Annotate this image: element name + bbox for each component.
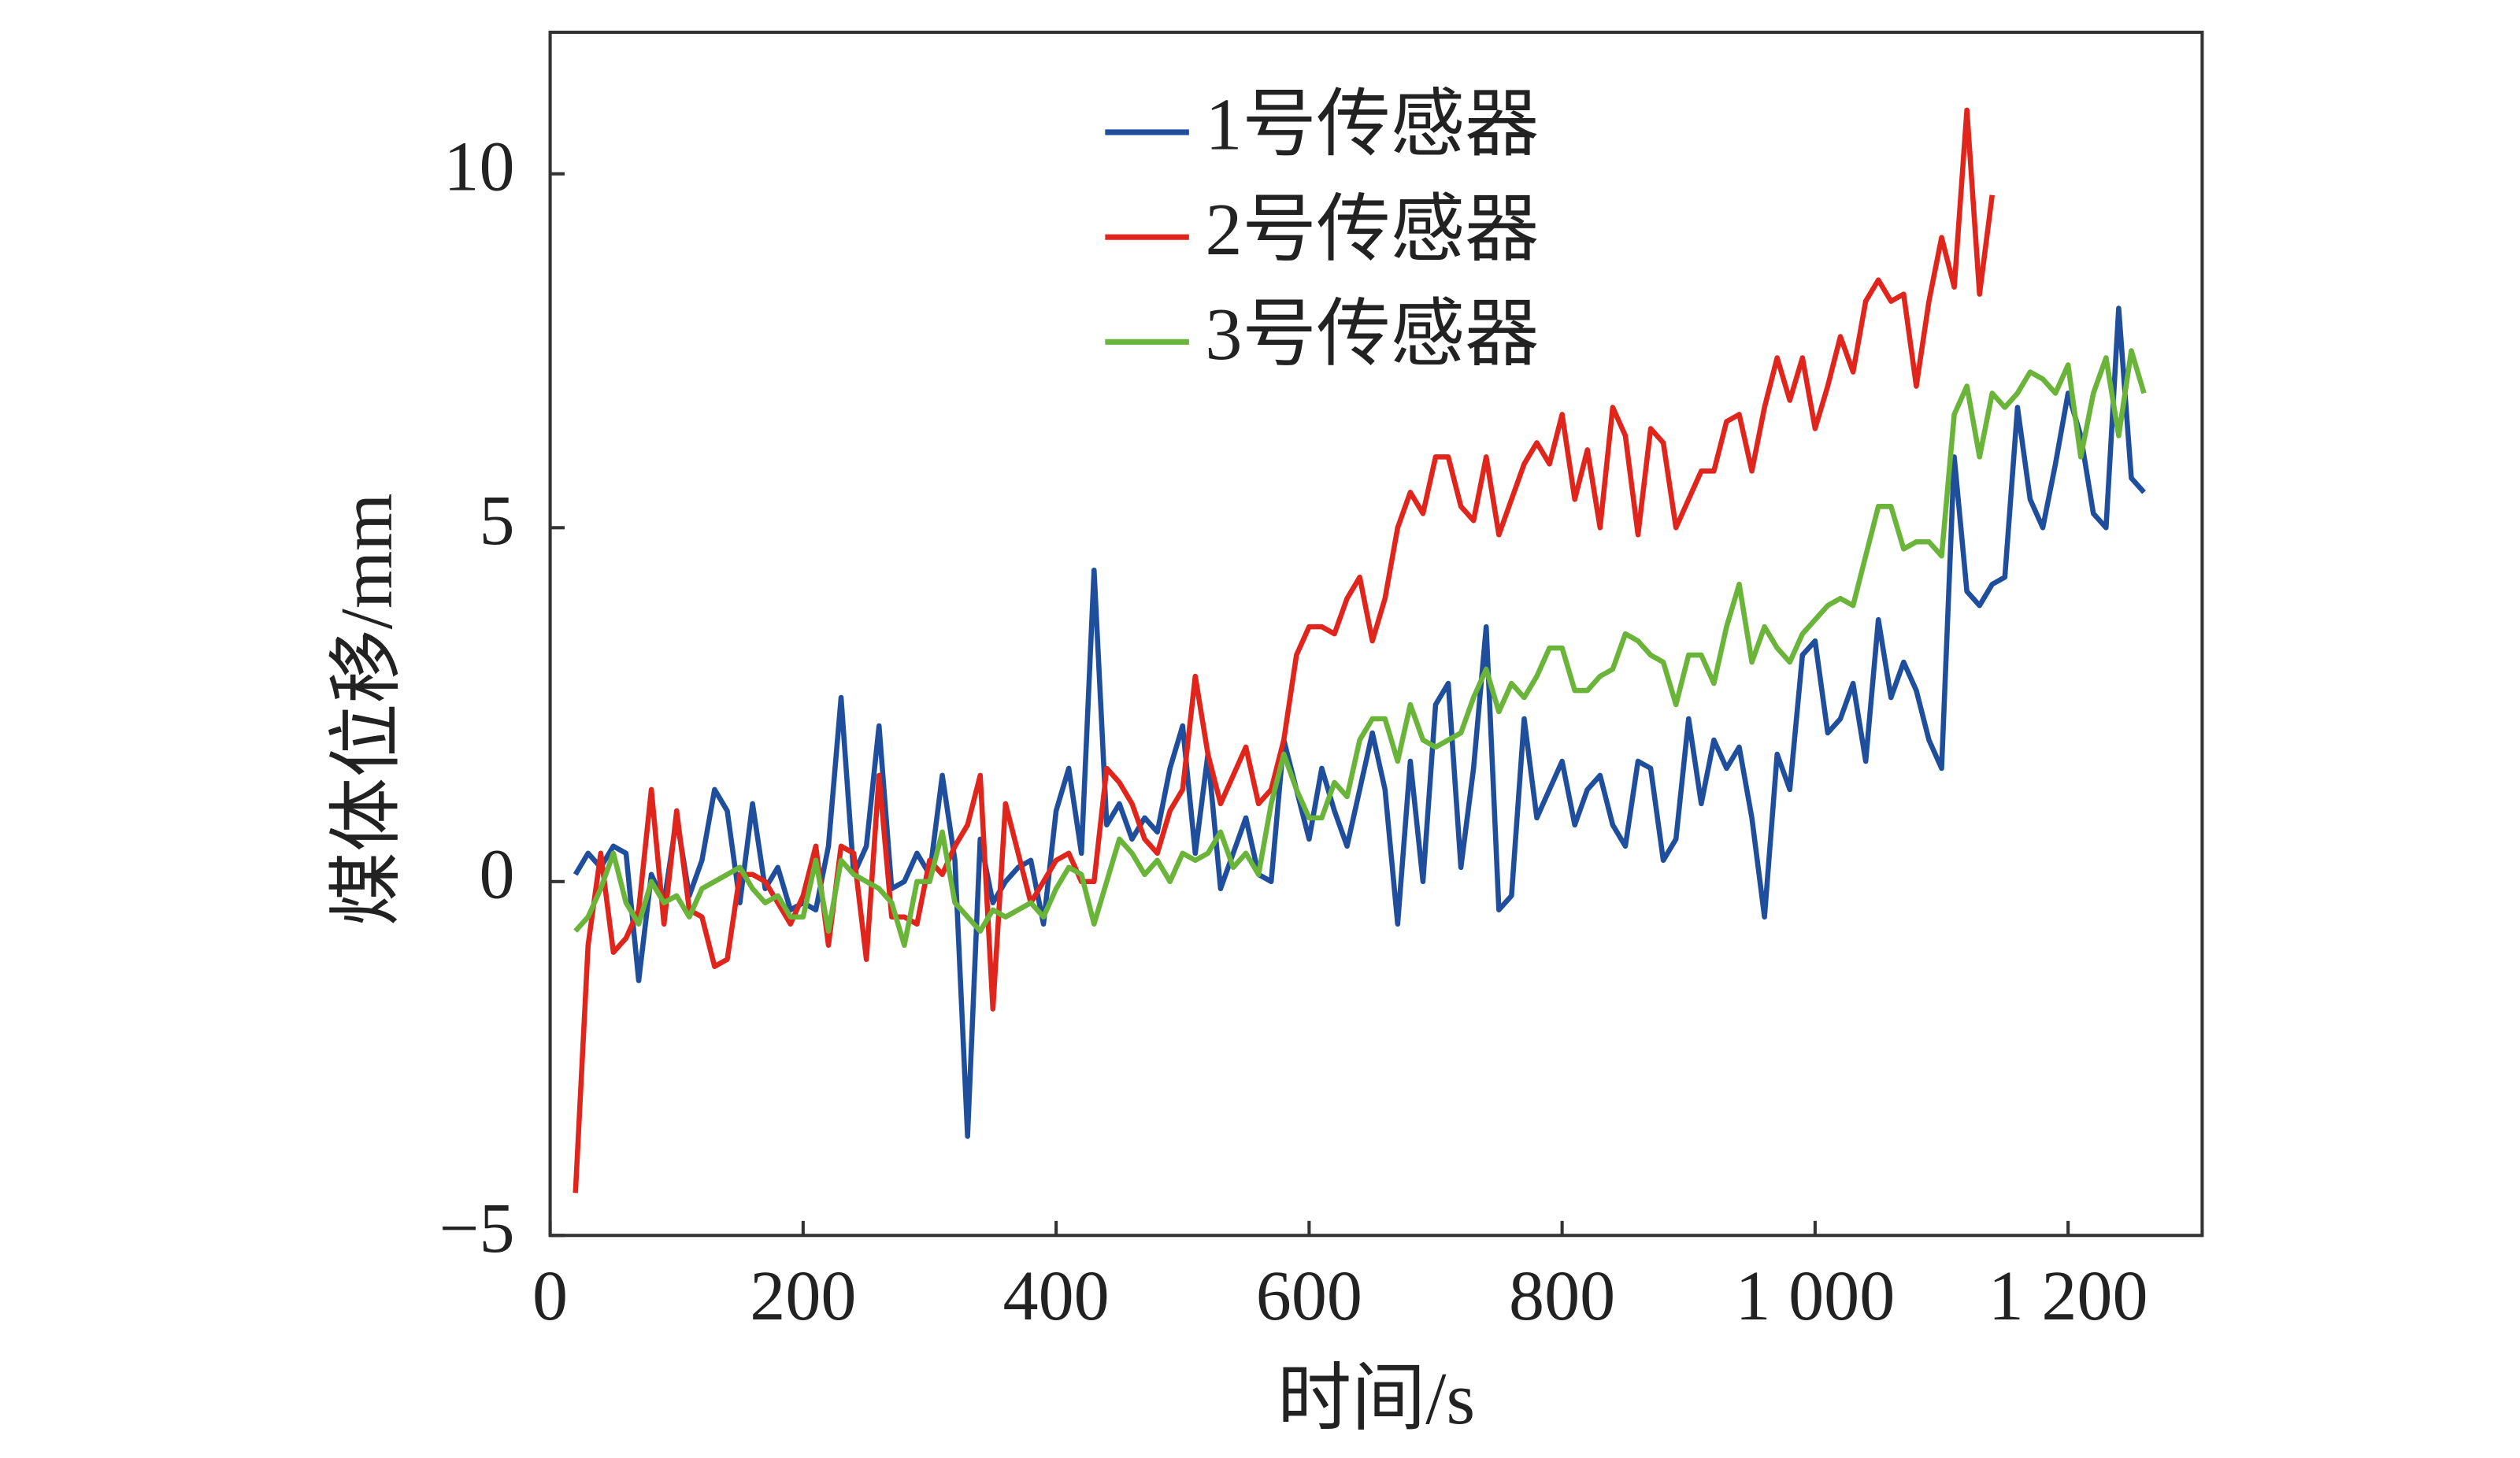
legend-label: 1号传感器 [1205, 84, 1539, 166]
x-tick-label: 0 [532, 1257, 568, 1335]
x-tick-label: 600 [1256, 1257, 1362, 1335]
x-tick-label: 400 [1003, 1257, 1110, 1335]
x-tick-label: 1 000 [1735, 1257, 1895, 1335]
legend-label: 3号传感器 [1205, 294, 1539, 376]
x-axis-label: 时间/s [1277, 1358, 1475, 1440]
legend-label: 2号传感器 [1205, 189, 1539, 271]
y-axis-label: 煤体位移/mm [326, 494, 408, 927]
x-tick-label: 800 [1509, 1257, 1615, 1335]
y-tick-label: 10 [443, 128, 514, 205]
x-tick-label: 1 200 [1988, 1257, 2148, 1335]
y-tick-label: 0 [479, 835, 514, 913]
series-line [573, 107, 1996, 1193]
x-tick-label: 200 [750, 1257, 856, 1335]
y-tick-label: 5 [479, 482, 514, 560]
y-tick-label: −5 [439, 1190, 515, 1267]
plot-frame [548, 30, 2204, 1238]
series-line [573, 305, 2146, 1139]
series-line [573, 348, 2147, 948]
